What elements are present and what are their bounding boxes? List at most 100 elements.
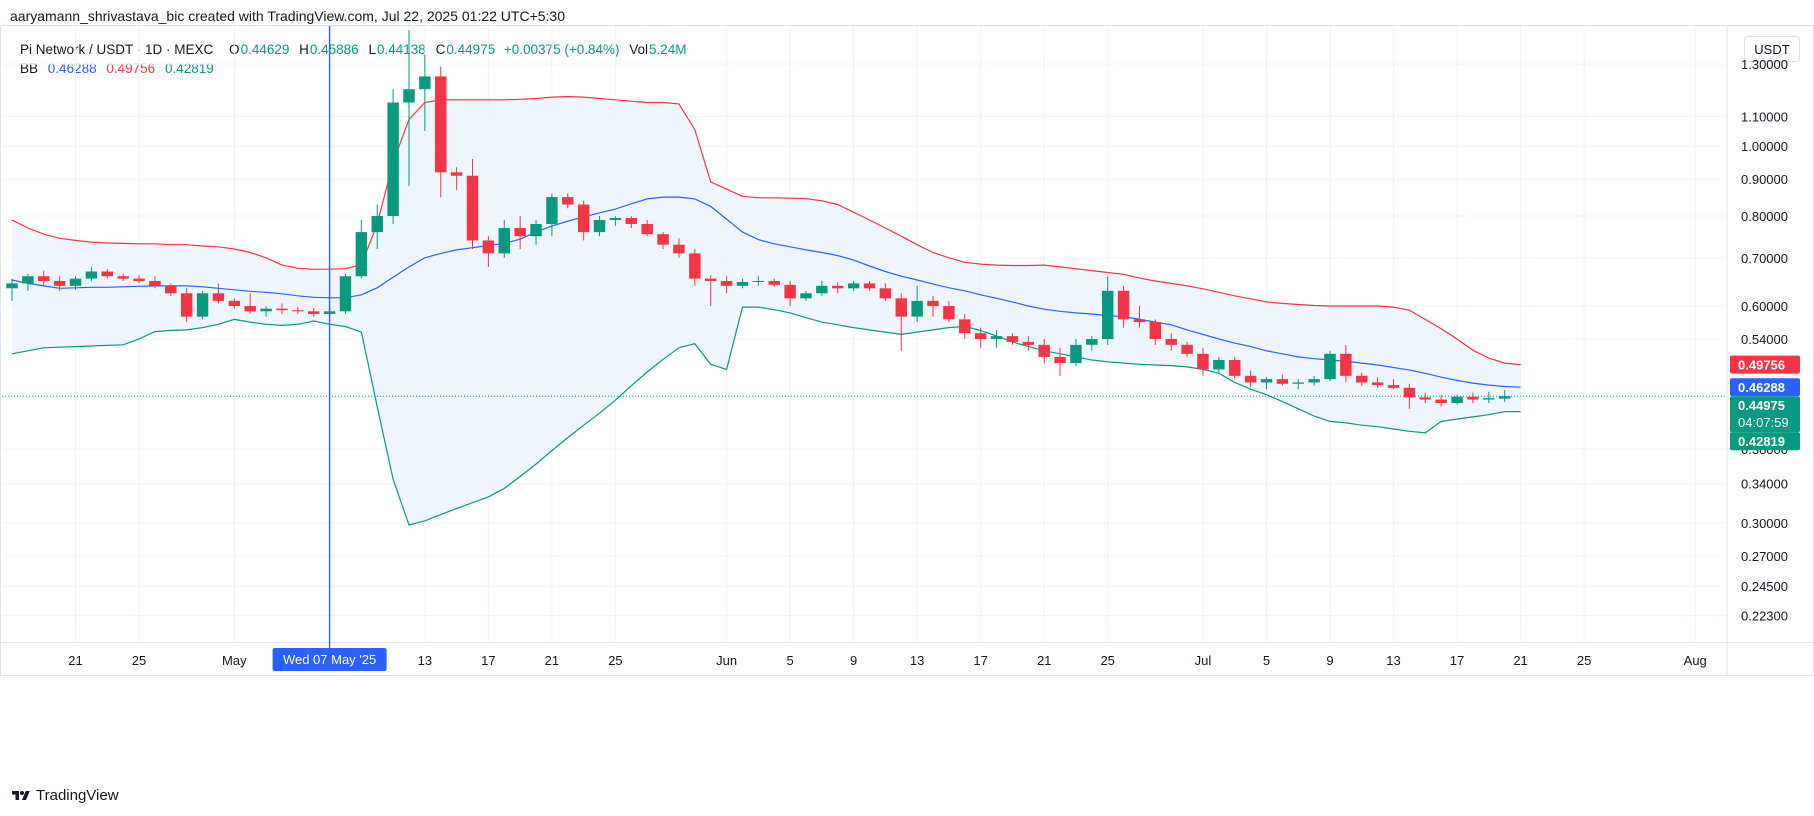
candle[interactable] (879, 283, 892, 301)
candle[interactable] (307, 308, 320, 317)
candle[interactable] (498, 219, 510, 258)
candle[interactable] (1467, 392, 1479, 404)
candle-body[interactable] (1498, 396, 1511, 399)
candle-body[interactable] (117, 276, 129, 279)
candle-body[interactable] (1101, 290, 1114, 340)
candle[interactable] (577, 200, 590, 241)
candle-body[interactable] (1387, 385, 1400, 388)
candle-body[interactable] (228, 300, 241, 307)
candle[interactable] (530, 219, 542, 245)
candle-body[interactable] (260, 308, 272, 312)
candle[interactable] (1260, 377, 1273, 390)
candle-body[interactable] (387, 102, 399, 217)
candle[interactable] (1387, 379, 1400, 390)
candle-body[interactable] (847, 283, 860, 289)
candle-body[interactable] (1165, 339, 1177, 345)
candle-body[interactable] (720, 281, 733, 286)
candle-body[interactable] (38, 276, 50, 282)
candle-body[interactable] (863, 283, 876, 289)
candle[interactable] (1435, 394, 1447, 407)
candle-body[interactable] (673, 244, 685, 254)
candle[interactable] (546, 193, 558, 237)
candle[interactable] (847, 281, 860, 291)
candle-body[interactable] (101, 271, 113, 277)
candle[interactable] (260, 306, 272, 317)
candle[interactable] (1022, 336, 1035, 351)
candle[interactable] (1054, 347, 1066, 376)
candle[interactable] (292, 307, 304, 314)
candle-body[interactable] (562, 197, 574, 205)
candle[interactable] (1101, 276, 1114, 345)
candle[interactable] (228, 298, 241, 309)
candle-body[interactable] (577, 204, 590, 233)
candle[interactable] (514, 216, 526, 250)
candle-body[interactable] (1181, 344, 1193, 354)
candle[interactable] (387, 89, 399, 224)
candle-body[interactable] (6, 283, 18, 289)
candle-body[interactable] (959, 319, 971, 334)
candle[interactable] (355, 219, 368, 279)
candle-body[interactable] (1260, 379, 1273, 383)
candle[interactable] (403, 30, 415, 187)
candle-body[interactable] (752, 281, 765, 283)
candle[interactable] (22, 273, 34, 291)
candle-body[interactable] (1197, 353, 1209, 370)
candle[interactable] (816, 281, 828, 296)
candle-body[interactable] (1435, 399, 1447, 404)
candle-body[interactable] (1340, 353, 1352, 376)
candle-body[interactable] (1086, 339, 1098, 345)
candle[interactable] (863, 281, 876, 291)
candle[interactable] (1483, 391, 1495, 404)
candle-body[interactable] (498, 228, 510, 254)
candle[interactable] (752, 276, 765, 286)
candle-body[interactable] (276, 308, 288, 311)
candle-body[interactable] (593, 219, 606, 233)
candle-body[interactable] (1403, 387, 1416, 398)
candle-body[interactable] (482, 240, 495, 254)
candle[interactable] (736, 278, 749, 289)
candle-body[interactable] (1070, 344, 1082, 364)
candle[interactable] (244, 293, 256, 314)
candle[interactable] (450, 167, 463, 190)
candle-body[interactable] (1324, 353, 1336, 380)
candle[interactable] (371, 204, 383, 250)
candle[interactable] (1371, 377, 1384, 388)
candle-body[interactable] (832, 285, 844, 289)
candle[interactable] (1070, 339, 1082, 367)
candle[interactable] (1165, 333, 1177, 351)
candle[interactable] (974, 327, 987, 348)
candle-body[interactable] (180, 293, 193, 317)
candle-body[interactable] (943, 306, 955, 320)
candle-body[interactable] (974, 333, 987, 340)
candle-body[interactable] (879, 288, 892, 299)
candle[interactable] (165, 283, 177, 296)
candle-body[interactable] (1022, 341, 1035, 345)
candle[interactable] (911, 285, 923, 323)
candle[interactable] (625, 216, 638, 229)
candle-body[interactable] (149, 281, 161, 286)
candle-body[interactable] (1276, 379, 1289, 384)
candle-body[interactable] (641, 223, 653, 235)
candle[interactable] (609, 216, 622, 226)
candles[interactable] (6, 30, 1511, 409)
candle[interactable] (101, 269, 113, 279)
candle[interactable] (1498, 389, 1511, 403)
candle-body[interactable] (355, 232, 368, 277)
candle[interactable] (927, 295, 939, 317)
candle[interactable] (419, 54, 431, 131)
candle-body[interactable] (784, 284, 796, 299)
candle-body[interactable] (1419, 397, 1432, 400)
candle[interactable] (1419, 392, 1432, 404)
candle-body[interactable] (339, 276, 352, 312)
candle-body[interactable] (403, 89, 415, 103)
candle[interactable] (990, 330, 1003, 348)
candle-body[interactable] (292, 310, 304, 312)
candle[interactable] (1340, 344, 1352, 383)
candle[interactable] (768, 278, 780, 287)
candle-body[interactable] (625, 218, 638, 224)
bb-label[interactable]: BB (20, 61, 39, 76)
candle[interactable] (6, 278, 18, 301)
candle[interactable] (1308, 375, 1320, 386)
candle-body[interactable] (1149, 322, 1162, 340)
